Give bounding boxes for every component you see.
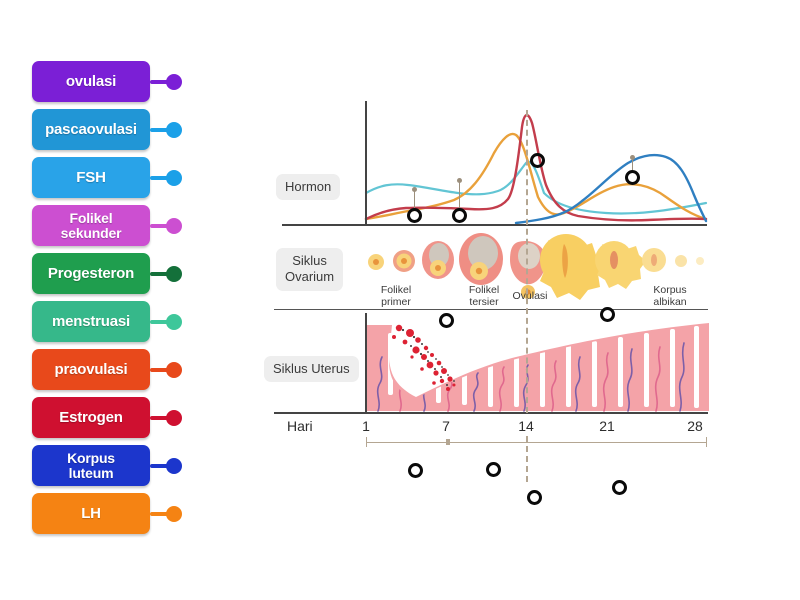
hormone-y-axis (365, 101, 367, 225)
label-connector-knob[interactable] (166, 121, 182, 138)
answer-label-row: menstruasi (32, 300, 207, 343)
answer-target-t5[interactable] (439, 313, 454, 328)
label-connector-line (150, 127, 172, 132)
scale-tick-end (706, 437, 707, 447)
answer-target-t7[interactable] (408, 463, 423, 478)
answer-label-row: Folikel sekunder (32, 204, 207, 247)
label-connector-knob[interactable] (166, 457, 182, 474)
label-connector-line (150, 367, 172, 372)
label-connector-knob[interactable] (166, 265, 182, 282)
answer-target-t9[interactable] (527, 490, 542, 505)
axis-tick-1: 1 (362, 418, 370, 434)
answer-label-row: praovulasi (32, 348, 207, 391)
ovulation-marker-line-lower (526, 436, 528, 482)
draggable-label-9[interactable]: LH (32, 493, 150, 534)
axis-tick-28: 28 (687, 418, 703, 434)
ovarian-follicle-row (368, 233, 704, 300)
hormone-curves-plot (364, 114, 708, 225)
draggable-label-7[interactable]: Estrogen (32, 397, 150, 438)
draggable-label-0[interactable]: ovulasi (32, 61, 150, 102)
answer-target-t10[interactable] (612, 480, 627, 495)
answer-target-t3[interactable] (530, 153, 545, 168)
answer-label-row: FSH (32, 156, 207, 199)
target-pin-stem (413, 191, 416, 208)
stage-caption-ovulasi: Ovulasi (512, 290, 548, 302)
axis-tick-14: 14 (518, 418, 534, 434)
label-connector-knob[interactable] (166, 73, 182, 90)
label-connector-line (150, 271, 172, 276)
uterine-x-axis (274, 412, 708, 414)
band-label-hormon: Hormon (276, 174, 341, 201)
label-connector-knob[interactable] (166, 313, 182, 330)
scale-bar (366, 442, 706, 443)
label-connector-line (150, 223, 172, 228)
target-pin-head (456, 178, 462, 183)
band-label-siklus-ovarium: Siklus Ovarium (276, 248, 344, 291)
stage-caption-folikel-tersier: Folikel tersier (468, 284, 500, 309)
label-connector-knob[interactable] (166, 409, 182, 426)
stage-caption-korpus-albikan: Korpus albikan (653, 284, 687, 309)
label-connector-line (150, 79, 172, 84)
answer-target-t1[interactable] (407, 208, 422, 223)
axis-label-hari: Hari (287, 418, 313, 434)
answer-target-t4[interactable] (625, 170, 640, 185)
label-connector-line (150, 175, 172, 180)
label-connector-line (150, 463, 172, 468)
axis-tick-21: 21 (599, 418, 615, 434)
label-connector-knob[interactable] (166, 169, 182, 186)
draggable-label-8[interactable]: Korpus luteum (32, 445, 150, 486)
label-connector-knob[interactable] (166, 217, 182, 234)
answer-label-row: Estrogen (32, 396, 207, 439)
draggable-label-4[interactable]: Progesteron (32, 253, 150, 294)
menstrual-cycle-diagram: Hormon Siklus Ovarium Siklus Uterus (262, 98, 712, 505)
answer-target-t6[interactable] (600, 307, 615, 322)
label-connector-line (150, 415, 172, 420)
band-label-siklus-uterus: Siklus Uterus (264, 356, 359, 383)
label-connector-line (150, 511, 172, 516)
answer-target-t2[interactable] (452, 208, 467, 223)
uterine-y-axis (365, 313, 367, 413)
target-pin-head (411, 187, 417, 192)
scale-tick-start (366, 437, 367, 447)
answer-label-row: LH (32, 492, 207, 535)
target-pin-stem (458, 182, 461, 208)
answer-label-row: Progesteron (32, 252, 207, 295)
draggable-label-5[interactable]: menstruasi (32, 301, 150, 342)
label-connector-knob[interactable] (166, 505, 182, 522)
draggable-label-6[interactable]: praovulasi (32, 349, 150, 390)
stage-caption-folikel-primer: Folikel primer (380, 284, 412, 309)
answer-target-t8[interactable] (486, 462, 501, 477)
answer-label-row: pascaovulasi (32, 108, 207, 151)
label-connector-line (150, 319, 172, 324)
answer-label-row: Korpus luteum (32, 444, 207, 487)
ovarian-band-divider (274, 309, 708, 310)
label-connector-knob[interactable] (166, 361, 182, 378)
target-pin-stem (631, 159, 634, 170)
axis-tick-7: 7 (442, 418, 450, 434)
uterine-endometrium-illustration (366, 323, 709, 412)
hormone-x-axis (282, 224, 707, 226)
draggable-label-3[interactable]: Folikel sekunder (32, 205, 150, 246)
answer-label-row: ovulasi (32, 60, 207, 103)
draggable-label-1[interactable]: pascaovulasi (32, 109, 150, 150)
answer-label-list: ovulasi pascaovulasi FSH Folikel sekunder Pr… (32, 60, 207, 540)
scale-tick-mid (446, 439, 450, 445)
target-pin-head (629, 155, 635, 160)
draggable-label-2[interactable]: FSH (32, 157, 150, 198)
ovulation-marker-line (526, 110, 528, 413)
